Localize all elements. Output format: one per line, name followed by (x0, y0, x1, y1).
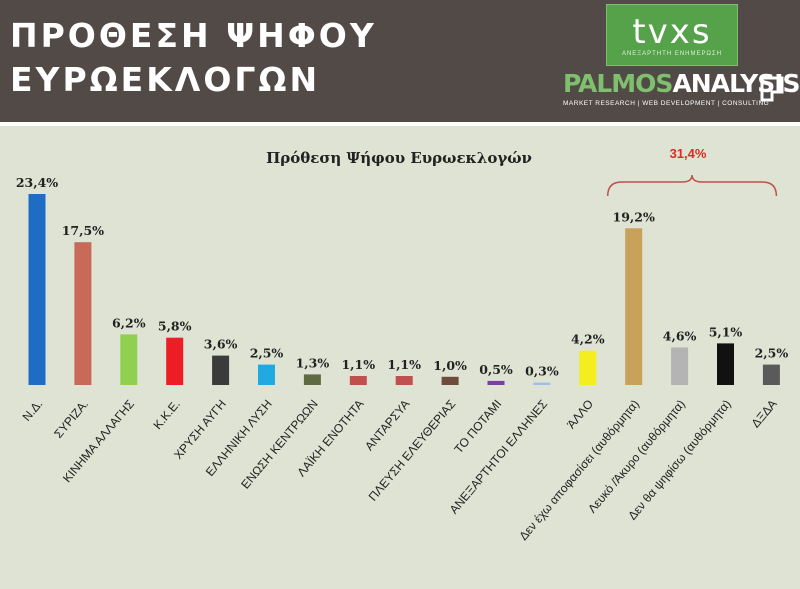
bar-4 (212, 355, 230, 385)
category-label-12: ΆΛΛΟ (564, 397, 596, 431)
bar-13 (625, 228, 643, 385)
category-label-11: ΑΝΕΞΑΡΤΗΤΟΙ ΕΛΛΗΝΕΣ (447, 397, 551, 517)
value-label-6: 1,3% (296, 355, 330, 370)
value-label-8: 1,1% (387, 357, 421, 372)
bracket-line (606, 174, 778, 197)
category-label-16: ΔΞΔΑ (749, 397, 780, 430)
value-label-1: 17,5% (62, 223, 104, 238)
value-label-7: 1,1% (341, 357, 375, 372)
chart-panel: Πρόθεση Ψήφου Ευρωεκλογών 31,4% 23,4% 17,… (0, 126, 800, 589)
value-label-10: 0,5% (479, 362, 513, 377)
category-label-9: ΠΛΕΥΣΗ ΕΛΕΥΘΕΡΙΑΣ (366, 397, 459, 504)
category-label-6: ΕΝΩΣΗ ΚΕΝΤΡΩΩΝ (238, 397, 321, 492)
bar-6 (303, 374, 321, 385)
category-labels-group: Ν.Δ. ΣΥΡΙΖΑ.ΚΙΝΗΜΑ ΑΛΛΑΓΗΣ Κ.Κ.Ε.ΧΡΥΣΗ ΑΥΓ… (20, 397, 780, 543)
chart-title: Πρόθεση Ψήφου Ευρωεκλογών (266, 149, 532, 167)
bar-0 (28, 194, 46, 385)
page-title: ΠΡΟΘΕΣΗ ΨΗΦΟΥ ΕΥΡΩΕΚΛΟΓΩΝ (10, 16, 377, 99)
tvxs-logo-text: tvxs (632, 11, 712, 52)
bar-5 (258, 364, 275, 385)
value-label-3: 5,8% (158, 319, 192, 334)
palmos-logo-part1: PALMOS (563, 69, 673, 98)
group-bracket: 31,4% (606, 146, 778, 197)
tvxs-tagline: ΑΝΕΞΑΡΤΗΤΗ ΕΝΗΜΕΡΩΣΗ (621, 50, 723, 57)
bar-11 (533, 382, 551, 385)
bar-1 (74, 242, 92, 385)
square-corner-icon (760, 76, 784, 102)
palmos-logo: PALMOSANALYSIS (563, 70, 800, 98)
bar-10 (487, 380, 505, 385)
bar-7 (349, 376, 367, 385)
value-label-16: 2,5% (755, 346, 789, 361)
value-label-4: 3,6% (204, 337, 238, 352)
category-label-1: ΣΥΡΙΖΑ. (51, 397, 91, 441)
bar-2 (120, 334, 138, 385)
value-label-14: 4,6% (663, 329, 697, 344)
group-total-label: 31,4% (670, 146, 707, 161)
bar-8 (395, 376, 413, 385)
tvxs-logo: tvxs ΑΝΕΞΑΡΤΗΤΗ ΕΝΗΜΕΡΩΣΗ (606, 4, 738, 66)
bar-12 (579, 350, 597, 385)
value-label-5: 2,5% (250, 346, 284, 361)
value-label-15: 5,1% (709, 324, 743, 339)
value-label-12: 4,2% (571, 332, 605, 347)
header-banner: ΠΡΟΘΕΣΗ ΨΗΦΟΥ ΕΥΡΩΕΚΛΟΓΩΝ tvxs ΑΝΕΞΑΡΤΗΤ… (0, 0, 800, 122)
value-labels-group: 23,4% 17,5% 6,2% 5,8% 3,6% 2,5% 1,3% 1,1% 1,1% 1,… (16, 175, 788, 379)
category-label-0: Ν.Δ. (20, 397, 46, 424)
bar-9 (441, 376, 459, 385)
value-label-2: 6,2% (112, 315, 146, 330)
bar-15 (717, 343, 734, 385)
category-label-3: Κ.Κ.Ε. (150, 397, 183, 432)
value-label-13: 19,2% (613, 209, 655, 224)
bars-group (28, 194, 780, 385)
value-label-0: 23,4% (16, 175, 58, 190)
value-label-9: 1,0% (433, 358, 467, 373)
value-label-11: 0,3% (525, 364, 559, 379)
category-label-8: ΑΝΤΑΡΣΥΑ (362, 397, 412, 453)
bar-14 (671, 347, 689, 385)
palmos-tagline: MARKET RESEARCH | WEB DEVELOPMENT | CONS… (563, 100, 770, 107)
bar-chart: Πρόθεση Ψήφου Ευρωεκλογών 31,4% 23,4% 17,… (16, 146, 788, 543)
bar-16 (762, 364, 780, 385)
bar-3 (166, 337, 184, 385)
